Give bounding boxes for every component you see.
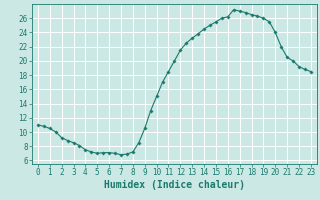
X-axis label: Humidex (Indice chaleur): Humidex (Indice chaleur) [104, 180, 245, 190]
